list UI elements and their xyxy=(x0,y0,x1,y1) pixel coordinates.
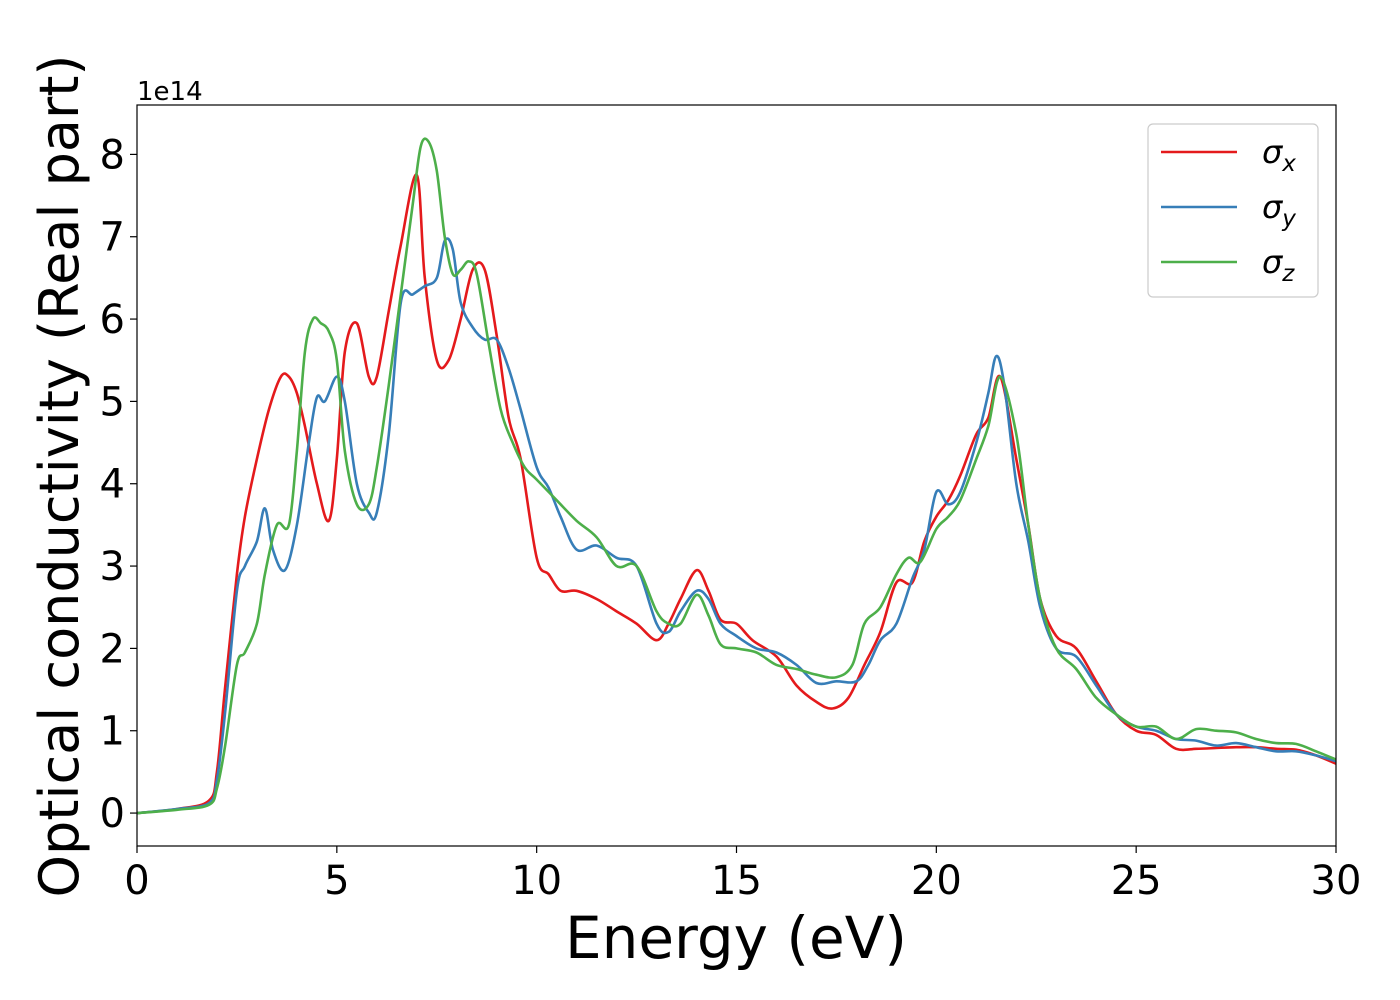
series-line-sigma-z xyxy=(136,137,1337,815)
legend-box xyxy=(1147,123,1319,298)
legend: σx σy σz xyxy=(1147,123,1319,298)
y-tick-label: 2 xyxy=(100,626,125,672)
x-tick-label: 25 xyxy=(1111,858,1162,904)
x-axis-title: Energy (eV) xyxy=(565,904,907,972)
x-tick-label: 15 xyxy=(711,858,762,904)
x-tick-label: 0 xyxy=(124,858,149,904)
y-axis: 0 1 2 3 4 5 6 7 8 xyxy=(100,132,137,837)
series-layer xyxy=(136,137,1337,815)
series-line-sigma-x xyxy=(136,173,1337,815)
x-tick-label: 20 xyxy=(911,858,962,904)
y-tick-label: 3 xyxy=(100,544,125,590)
x-tick-label: 10 xyxy=(511,858,562,904)
legend-label-sigma-y: σy xyxy=(1262,188,1296,232)
y-axis-title: Optical conductivity (Real part) xyxy=(28,55,91,898)
x-tick-label: 5 xyxy=(324,858,349,904)
y-tick-label: 7 xyxy=(100,215,125,261)
y-tick-label: 5 xyxy=(100,379,125,425)
x-axis: 0 5 10 15 20 25 30 xyxy=(124,846,1361,904)
y-tick-label: 8 xyxy=(100,132,125,178)
legend-label-sigma-x: σx xyxy=(1262,133,1296,177)
y-offset-label: 1e14 xyxy=(137,77,203,107)
y-tick-label: 1 xyxy=(100,709,125,755)
y-tick-label: 4 xyxy=(100,462,125,508)
x-tick-label: 30 xyxy=(1311,858,1362,904)
y-tick-label: 0 xyxy=(100,791,125,837)
legend-label-sigma-z: σz xyxy=(1262,243,1295,287)
y-tick-label: 6 xyxy=(100,297,125,343)
